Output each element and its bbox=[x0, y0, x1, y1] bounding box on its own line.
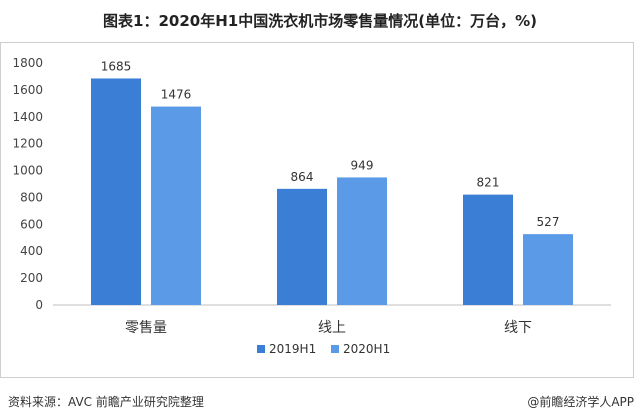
x-category-label: 零售量 bbox=[125, 320, 167, 336]
legend-label: 2019H1 bbox=[269, 342, 316, 356]
data-label: 1476 bbox=[161, 88, 192, 102]
y-tick-label: 600 bbox=[20, 217, 43, 231]
bar-2020h1-1 bbox=[337, 177, 387, 305]
bar-2020h1-2 bbox=[523, 234, 573, 305]
y-tick-label: 800 bbox=[20, 190, 43, 204]
bar-2019h1-1 bbox=[277, 188, 327, 305]
legend-swatch-2020h1 bbox=[331, 345, 339, 353]
data-label: 527 bbox=[537, 215, 560, 229]
legend-label: 2020H1 bbox=[343, 342, 390, 356]
y-tick-label: 200 bbox=[20, 271, 43, 285]
data-label: 864 bbox=[291, 170, 314, 184]
y-tick-label: 400 bbox=[20, 244, 43, 258]
data-label: 1685 bbox=[101, 59, 132, 73]
brand-credit: @前瞻经济学人APP bbox=[527, 393, 634, 410]
chart-title: 图表1：2020年H1中国洗衣机市场零售量情况(单位：万台，%) bbox=[103, 12, 537, 30]
legend-swatch-2019h1 bbox=[257, 345, 265, 353]
bar-chart: 0 200 400 600 800 1000 1200 1400 1600 1800 1685 147… bbox=[12, 56, 611, 356]
brand-label: @前瞻经济学人APP bbox=[527, 395, 634, 409]
bar-2019h1-2 bbox=[463, 194, 513, 305]
y-tick-label: 1200 bbox=[12, 137, 43, 151]
chart-frame: 0 200 400 600 800 1000 1200 1400 1600 1800 1685 147… bbox=[0, 42, 634, 378]
data-label: 821 bbox=[477, 176, 500, 190]
y-tick-label: 1000 bbox=[12, 164, 43, 178]
bar-2020h1-0 bbox=[151, 106, 201, 305]
data-label: 949 bbox=[351, 158, 374, 172]
x-category-label: 线下 bbox=[504, 320, 532, 336]
y-tick-label: 1800 bbox=[12, 56, 43, 70]
x-category-label: 线上 bbox=[318, 320, 346, 336]
y-tick-label: 1400 bbox=[12, 110, 43, 124]
y-tick-label: 0 bbox=[35, 298, 43, 312]
y-tick-label: 1600 bbox=[12, 83, 43, 97]
source-note: 资料来源：AVC 前瞻产业研究院整理 bbox=[8, 395, 204, 409]
bar-2019h1-0 bbox=[91, 78, 141, 305]
